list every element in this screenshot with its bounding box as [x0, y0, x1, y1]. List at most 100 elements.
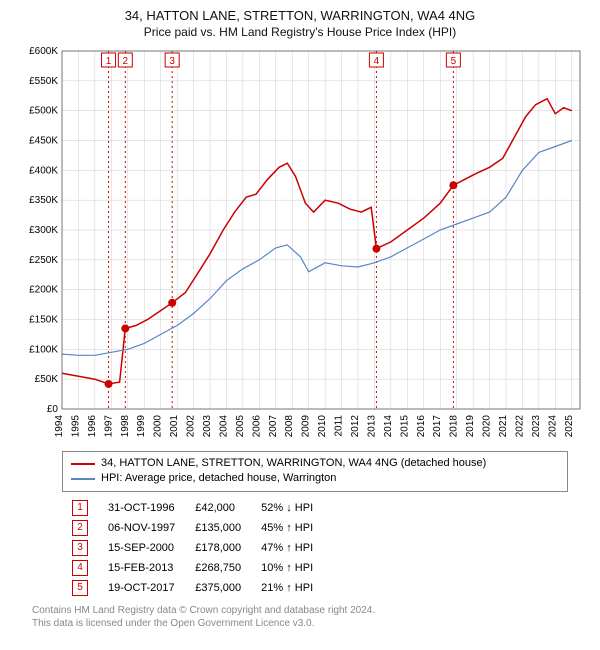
- row-marker: 4: [72, 560, 88, 576]
- x-tick-label: 2004: [218, 415, 229, 438]
- cell-marker: 3: [62, 538, 98, 558]
- sale-point: [168, 299, 176, 307]
- x-tick-label: 2005: [235, 415, 246, 438]
- cell-price: £42,000: [185, 498, 251, 518]
- sale-point: [121, 324, 129, 332]
- y-tick-label: £150K: [29, 315, 58, 326]
- y-tick-label: £400K: [29, 165, 58, 176]
- legend: 34, HATTON LANE, STRETTON, WARRINGTON, W…: [62, 451, 568, 492]
- cell-marker: 5: [62, 578, 98, 598]
- y-tick-label: £0: [47, 404, 59, 415]
- cell-price: £135,000: [185, 518, 251, 538]
- footer-attribution: Contains HM Land Registry data © Crown c…: [32, 604, 568, 630]
- chart-title: 34, HATTON LANE, STRETTON, WARRINGTON, W…: [12, 8, 588, 23]
- cell-price: £268,750: [185, 558, 251, 578]
- x-tick-label: 2018: [449, 415, 460, 438]
- x-tick-label: 2011: [334, 415, 345, 437]
- cell-marker: 4: [62, 558, 98, 578]
- x-tick-label: 2023: [531, 415, 542, 438]
- x-tick-label: 2006: [251, 415, 262, 438]
- line-chart: £0 £50K £100K £150K £200K £250K £300K £350K £400…: [12, 45, 588, 445]
- table-row: 3 15-SEP-2000£178,00047% ↑ HPI: [62, 538, 323, 558]
- x-tick-label: 2022: [514, 415, 525, 438]
- x-tick-label: 2009: [301, 415, 312, 438]
- x-tick-label: 2024: [547, 415, 558, 438]
- y-tick-label: £350K: [29, 195, 58, 206]
- x-tick-label: 2008: [284, 415, 295, 438]
- y-tick-label: £300K: [29, 225, 58, 236]
- sale-marker-num: 5: [451, 56, 457, 67]
- sale-marker-num: 2: [123, 56, 129, 67]
- footer-line-1: Contains HM Land Registry data © Crown c…: [32, 604, 568, 617]
- x-tick-label: 1998: [120, 415, 131, 438]
- x-tick-label: 2012: [350, 415, 361, 438]
- y-tick-label: £600K: [29, 46, 58, 57]
- row-marker: 1: [72, 500, 88, 516]
- table-row: 2 06-NOV-1997£135,00045% ↑ HPI: [62, 518, 323, 538]
- x-tick-label: 2025: [564, 415, 575, 438]
- sale-point: [105, 380, 113, 388]
- x-tick-label: 2016: [416, 415, 427, 438]
- x-tick-label: 2001: [169, 415, 180, 438]
- y-tick-label: £50K: [35, 374, 59, 385]
- x-tick-label: 2013: [366, 415, 377, 438]
- row-marker: 5: [72, 580, 88, 596]
- x-tick-label: 2003: [202, 415, 213, 438]
- chart-subtitle: Price paid vs. HM Land Registry's House …: [12, 25, 588, 39]
- y-tick-label: £100K: [29, 344, 58, 355]
- cell-date: 06-NOV-1997: [98, 518, 185, 538]
- cell-delta: 52% ↓ HPI: [251, 498, 323, 518]
- y-tick-label: £500K: [29, 106, 58, 117]
- cell-date: 31-OCT-1996: [98, 498, 185, 518]
- sale-marker-num: 1: [106, 56, 112, 67]
- x-tick-label: 2020: [482, 415, 493, 438]
- x-tick-label: 1995: [70, 415, 81, 438]
- row-marker: 3: [72, 540, 88, 556]
- y-tick-label: £200K: [29, 285, 58, 296]
- sales-table: 1 31-OCT-1996£42,00052% ↓ HPI 2 06-NOV-1997…: [62, 498, 323, 598]
- x-tick-label: 1994: [54, 415, 65, 438]
- x-tick-label: 2015: [399, 415, 410, 438]
- x-tick-label: 2007: [268, 415, 279, 438]
- legend-swatch: [71, 478, 95, 480]
- cell-price: £375,000: [185, 578, 251, 598]
- cell-marker: 1: [62, 498, 98, 518]
- x-tick-label: 2019: [465, 415, 476, 438]
- legend-swatch: [71, 463, 95, 465]
- chart-area: £0 £50K £100K £150K £200K £250K £300K £350K £400…: [12, 45, 588, 445]
- footer-line-2: This data is licensed under the Open Gov…: [32, 617, 568, 630]
- cell-date: 15-FEB-2013: [98, 558, 185, 578]
- legend-label: HPI: Average price, detached house, Warr…: [101, 471, 336, 486]
- cell-date: 15-SEP-2000: [98, 538, 185, 558]
- y-tick-label: £550K: [29, 76, 58, 87]
- cell-price: £178,000: [185, 538, 251, 558]
- legend-item: HPI: Average price, detached house, Warr…: [71, 471, 559, 486]
- x-tick-label: 1999: [136, 415, 147, 438]
- x-tick-label: 2002: [186, 415, 197, 438]
- sale-marker-num: 4: [374, 56, 380, 67]
- x-tick-label: 2010: [317, 415, 328, 438]
- x-tick-label: 2000: [153, 415, 164, 438]
- sale-point: [449, 181, 457, 189]
- x-tick-label: 2014: [383, 415, 394, 438]
- table-row: 1 31-OCT-1996£42,00052% ↓ HPI: [62, 498, 323, 518]
- x-tick-label: 1996: [87, 415, 98, 438]
- table-row: 5 19-OCT-2017£375,00021% ↑ HPI: [62, 578, 323, 598]
- y-tick-label: £450K: [29, 136, 58, 147]
- sale-point: [372, 245, 380, 253]
- x-tick-label: 1997: [103, 415, 114, 438]
- x-tick-label: 2021: [498, 415, 509, 438]
- y-tick-label: £250K: [29, 255, 58, 266]
- cell-delta: 10% ↑ HPI: [251, 558, 323, 578]
- legend-item: 34, HATTON LANE, STRETTON, WARRINGTON, W…: [71, 456, 559, 471]
- sale-marker-num: 3: [169, 56, 175, 67]
- cell-delta: 21% ↑ HPI: [251, 578, 323, 598]
- x-tick-label: 2017: [432, 415, 443, 438]
- cell-delta: 45% ↑ HPI: [251, 518, 323, 538]
- cell-delta: 47% ↑ HPI: [251, 538, 323, 558]
- table-row: 4 15-FEB-2013£268,75010% ↑ HPI: [62, 558, 323, 578]
- cell-marker: 2: [62, 518, 98, 538]
- legend-label: 34, HATTON LANE, STRETTON, WARRINGTON, W…: [101, 456, 486, 471]
- row-marker: 2: [72, 520, 88, 536]
- cell-date: 19-OCT-2017: [98, 578, 185, 598]
